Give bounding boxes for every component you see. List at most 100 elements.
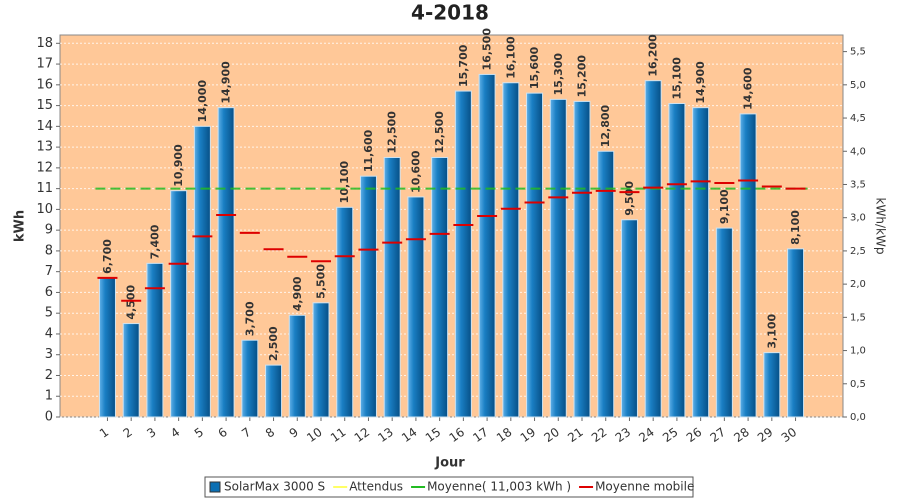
bar: [763, 352, 781, 418]
y2-tick-label: 4,0: [850, 146, 866, 157]
legend: [204, 476, 694, 498]
y-tick-label: 15: [36, 98, 53, 113]
x-axis-label: Jour: [434, 456, 465, 471]
bar: [122, 323, 140, 418]
x-tick-label: 30: [779, 425, 800, 445]
bar: [383, 156, 401, 418]
value-label: 16,200: [647, 34, 660, 77]
value-label: 11,600: [362, 129, 375, 172]
y2-tick-label: 2,5: [850, 246, 866, 257]
y2-tick-label: 3,5: [850, 179, 866, 190]
y-tick-label: 12: [36, 160, 53, 175]
bar: [597, 150, 615, 418]
value-label: 4,500: [125, 284, 138, 319]
x-tick-label: 12: [352, 425, 373, 445]
chart-title: 4-2018: [411, 1, 489, 25]
y2-tick-label: 1,5: [850, 312, 866, 323]
y2-tick-label: 5,5: [850, 47, 866, 58]
x-tick-label: 17: [470, 425, 491, 445]
y2-tick-label: 0,0: [850, 412, 866, 423]
x-tick-label: 10: [304, 425, 325, 445]
legend-label: SolarMax 3000 S: [224, 480, 325, 494]
y-tick-label: 10: [36, 202, 53, 217]
y-tick-label: 16: [36, 77, 53, 92]
x-tick-label: 9: [287, 425, 301, 441]
y-tick-label: 14: [36, 119, 53, 134]
x-tick-label: 4: [168, 425, 182, 441]
bar: [692, 107, 710, 418]
y-axis-label: kWh: [13, 210, 28, 242]
x-tick-label: 28: [731, 425, 752, 445]
value-label: 16,100: [504, 36, 517, 79]
bar: [98, 277, 116, 418]
y-tick-label: 8: [45, 243, 53, 258]
bar: [502, 82, 520, 418]
x-tick-label: 29: [755, 425, 776, 445]
bar: [454, 90, 472, 418]
legend-label: Moyenne mobile: [595, 480, 694, 494]
legend-label: Moyenne( 11,003 kWh ): [427, 480, 571, 494]
bar: [787, 248, 805, 418]
bar: [146, 262, 164, 418]
value-label: 9,100: [718, 189, 731, 224]
value-label: 14,900: [220, 61, 233, 104]
x-tick-label: 1: [97, 425, 111, 441]
bar: [193, 125, 211, 418]
x-tick-label: 2: [121, 425, 135, 441]
plot-area: [59, 34, 844, 418]
x-tick-label: 7: [239, 425, 253, 441]
value-label: 10,900: [172, 144, 185, 187]
value-label: 14,000: [196, 80, 209, 123]
y-tick-label: 7: [45, 264, 53, 279]
x-tick-label: 11: [328, 425, 349, 445]
value-label: 15,700: [457, 44, 470, 87]
y-tick-label: 11: [36, 181, 53, 196]
x-tick-label: 5: [192, 425, 206, 441]
x-tick-label: 23: [613, 425, 634, 445]
value-label: 14,900: [694, 61, 707, 104]
value-label: 10,600: [409, 150, 422, 193]
value-label: 15,600: [528, 46, 541, 89]
value-label: 12,500: [433, 111, 446, 154]
bar: [407, 196, 425, 418]
bar: [715, 227, 733, 418]
y-tick-label: 13: [36, 140, 53, 155]
y-tick-label: 3: [45, 347, 53, 362]
value-label: 4,900: [291, 276, 304, 311]
value-label: 5,500: [315, 264, 328, 299]
y2-tick-label: 0,5: [850, 379, 866, 390]
bar: [359, 175, 377, 418]
value-label: 3,700: [243, 301, 256, 336]
bar: [620, 219, 638, 418]
x-tick-label: 21: [565, 425, 586, 445]
value-label: 2,500: [267, 326, 280, 361]
bar: [241, 339, 259, 418]
y-tick-label: 1: [45, 389, 53, 404]
bar: [739, 113, 757, 418]
value-label: 12,800: [599, 104, 612, 147]
y-tick-label: 0: [45, 410, 53, 425]
x-tick-label: 16: [447, 425, 468, 445]
y-tick-label: 17: [36, 57, 53, 72]
y-tick-label: 2: [45, 368, 53, 383]
value-label: 15,300: [552, 53, 565, 96]
x-tick-label: 6: [216, 425, 230, 441]
bar: [265, 364, 283, 418]
value-label: 3,100: [765, 314, 778, 349]
y2-tick-label: 2,0: [850, 279, 866, 290]
x-tick-label: 24: [636, 425, 657, 445]
value-label: 9,500: [623, 181, 636, 216]
bar: [549, 98, 567, 418]
value-label: 15,200: [576, 55, 589, 98]
x-tick-label: 20: [541, 425, 562, 445]
bar: [312, 302, 330, 418]
y2-tick-label: 5,0: [850, 80, 866, 91]
bar: [170, 190, 188, 418]
value-label: 16,500: [481, 28, 494, 71]
legend-swatch: [209, 481, 221, 493]
x-tick-label: 25: [660, 425, 681, 445]
x-tick-label: 22: [589, 425, 610, 445]
value-label: 7,400: [148, 224, 161, 259]
bar: [526, 92, 544, 418]
